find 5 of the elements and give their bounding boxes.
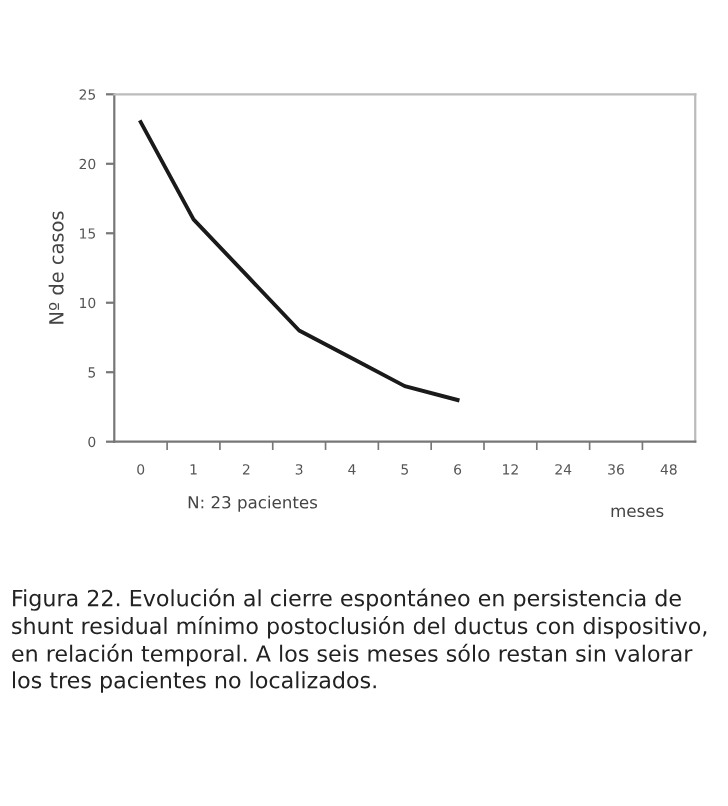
line-series	[138, 120, 460, 402]
text: N: 23 pacientes	[188, 495, 318, 512]
text: Figura 22. Evolución al cierre espontáneo en persistencia de shunt residual mínimo postoclusión del ductus con dispositivo, en relación temporal. A los seis meses sólo restan sin valorar los tres pacientes no localizados.	[12, 588, 707, 693]
y-axis-title: Nº de casos	[48, 211, 64, 324]
x-axis-title: meses	[611, 507, 664, 518]
